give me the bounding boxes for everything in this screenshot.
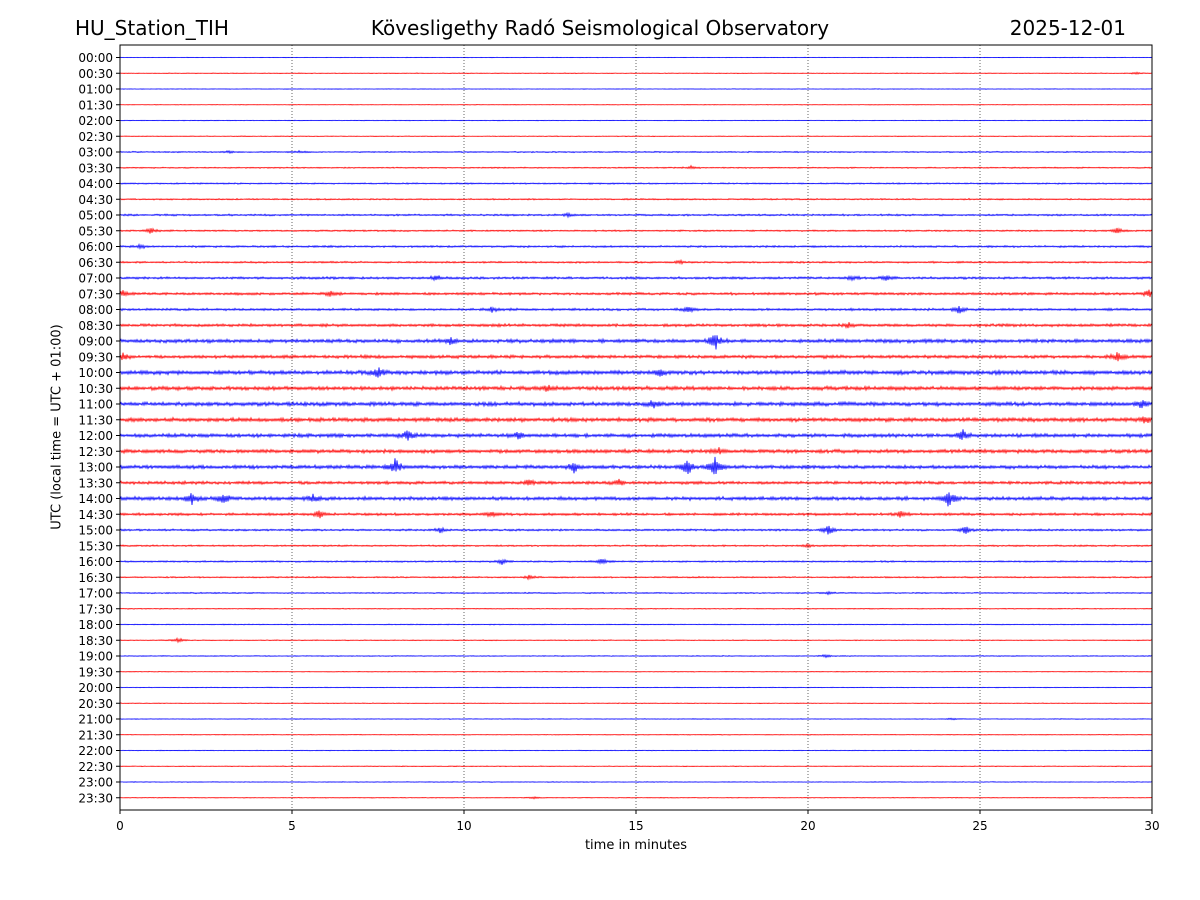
trace-0030 xyxy=(119,71,1153,76)
x-tick-label: 25 xyxy=(972,819,987,833)
y-tick-label: 08:00 xyxy=(78,303,113,317)
y-tick-label: 22:30 xyxy=(78,760,113,774)
y-tick-label: 23:00 xyxy=(78,776,113,790)
y-tick-label: 22:00 xyxy=(78,744,113,758)
y-tick-label: 21:30 xyxy=(78,728,113,742)
trace-0830 xyxy=(119,322,1153,330)
trace-0500 xyxy=(119,211,1153,219)
y-tick-label: 06:00 xyxy=(78,240,113,254)
trace-2300 xyxy=(119,781,1153,783)
date-title: 2025-12-01 xyxy=(1009,16,1126,40)
y-tick-label: 16:00 xyxy=(78,555,113,569)
y-tick-label: 06:30 xyxy=(78,256,113,270)
trace-0100 xyxy=(119,88,1153,90)
x-tick-label: 20 xyxy=(800,819,815,833)
y-tick-label: 10:00 xyxy=(78,366,113,380)
y-tick-label: 07:30 xyxy=(78,287,113,301)
x-tick-label: 0 xyxy=(116,819,124,833)
trace-1400 xyxy=(119,492,1153,507)
y-tick-label: 02:00 xyxy=(78,114,113,128)
y-tick-label: 09:30 xyxy=(78,350,113,364)
x-axis: 0 5 10 15 20 25 30 xyxy=(116,810,1160,833)
y-tick-label: 00:00 xyxy=(78,51,113,65)
trace-1630 xyxy=(119,574,1153,581)
y-tick-label: 11:30 xyxy=(78,413,113,427)
y-tick-label: 19:00 xyxy=(78,650,113,664)
trace-1700 xyxy=(119,590,1153,596)
y-tick-label: 01:00 xyxy=(78,83,113,97)
trace-1100 xyxy=(119,400,1153,409)
x-tick-label: 30 xyxy=(1144,819,1159,833)
trace-0300 xyxy=(119,149,1153,155)
y-tick-label: 07:00 xyxy=(78,272,113,286)
x-tick-label: 15 xyxy=(628,819,643,833)
trace-1900 xyxy=(119,653,1153,659)
y-tick-label: 19:30 xyxy=(78,665,113,679)
y-tick-label: 16:30 xyxy=(78,571,113,585)
trace-1030 xyxy=(119,384,1153,392)
y-tick-label: 20:00 xyxy=(78,681,113,695)
y-tick-label: 20:30 xyxy=(78,697,113,711)
y-axis-label: UTC (local time = UTC + 01:00) xyxy=(49,324,65,530)
y-tick-label: 10:30 xyxy=(78,382,113,396)
y-tick-label: 08:30 xyxy=(78,319,113,333)
y-tick-label: 17:00 xyxy=(78,587,113,601)
y-tick-label: 02:30 xyxy=(78,130,113,144)
trace-2030 xyxy=(119,702,1153,705)
trace-0630 xyxy=(119,258,1153,266)
y-tick-label: 13:00 xyxy=(78,461,113,475)
trace-1200 xyxy=(119,429,1153,441)
y-tick-label: 11:00 xyxy=(78,398,113,412)
x-tick-label: 5 xyxy=(288,819,296,833)
y-tick-label: 15:30 xyxy=(78,539,113,553)
station-title: HU_Station_TIH xyxy=(75,16,229,40)
y-tick-label: 03:00 xyxy=(78,146,113,160)
y-tick-label: 13:30 xyxy=(78,476,113,490)
y-tick-label: 14:30 xyxy=(78,508,113,522)
trace-0130 xyxy=(119,104,1153,106)
trace-1930 xyxy=(119,670,1153,673)
trace-1330 xyxy=(119,478,1153,487)
y-tick-label: 18:00 xyxy=(78,618,113,632)
y-tick-label: 18:30 xyxy=(78,634,113,648)
grid-group xyxy=(291,45,981,810)
y-tick-label: 04:30 xyxy=(78,193,113,207)
trace-0700 xyxy=(119,274,1153,282)
trace-0230 xyxy=(119,135,1153,138)
trace-0730 xyxy=(119,289,1153,298)
trace-1830 xyxy=(119,636,1153,644)
trace-2100 xyxy=(119,717,1153,721)
trace-1430 xyxy=(119,510,1153,519)
y-tick-label: 15:00 xyxy=(78,524,113,538)
trace-1230 xyxy=(119,447,1153,455)
trace-1500 xyxy=(119,525,1153,535)
x-axis-label: time in minutes xyxy=(584,838,688,853)
x-tick-label: 10 xyxy=(456,819,471,833)
y-tick-label: 21:00 xyxy=(78,713,113,727)
y-tick-label: 00:30 xyxy=(78,67,113,81)
trace-0430 xyxy=(119,197,1153,201)
trace-0930 xyxy=(119,352,1153,362)
trace-1000 xyxy=(119,367,1153,378)
y-tick-label: 05:30 xyxy=(78,224,113,238)
y-tick-label: 14:00 xyxy=(78,492,113,506)
y-tick-label: 01:30 xyxy=(78,98,113,112)
observatory-title: Kövesligethy Radó Seismological Observat… xyxy=(370,16,830,40)
trace-2230 xyxy=(119,765,1153,768)
y-tick-label: 23:30 xyxy=(78,791,113,805)
y-tick-label: 09:00 xyxy=(78,335,113,349)
y-tick-label: 04:00 xyxy=(78,177,113,191)
y-tick-label: 03:30 xyxy=(78,161,113,175)
y-tick-label: 17:30 xyxy=(78,602,113,616)
y-tick-label: 05:00 xyxy=(78,209,113,223)
y-tick-label: 12:00 xyxy=(78,429,113,443)
trace-1530 xyxy=(119,542,1153,549)
y-tick-label: 12:30 xyxy=(78,445,113,459)
